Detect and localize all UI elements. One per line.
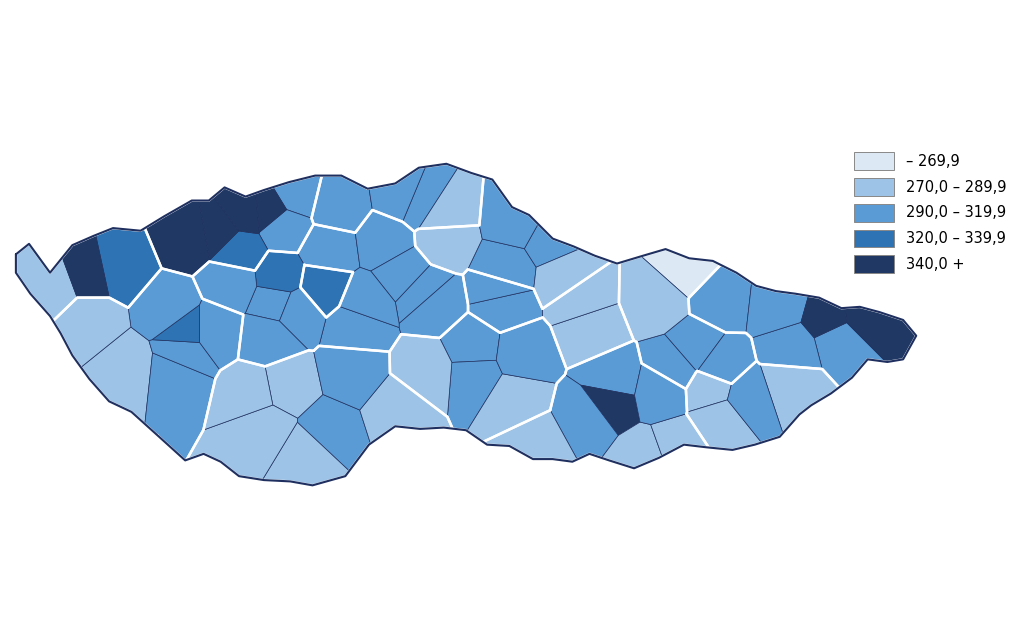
Polygon shape — [483, 410, 578, 462]
Polygon shape — [565, 340, 642, 395]
Polygon shape — [727, 361, 783, 443]
Polygon shape — [419, 168, 483, 229]
Polygon shape — [402, 164, 458, 232]
Polygon shape — [399, 273, 468, 338]
Polygon shape — [697, 333, 757, 384]
Polygon shape — [259, 210, 313, 253]
Polygon shape — [752, 322, 822, 369]
Polygon shape — [389, 335, 452, 417]
Polygon shape — [665, 314, 726, 371]
Polygon shape — [745, 283, 808, 338]
Polygon shape — [355, 210, 416, 271]
Polygon shape — [550, 375, 618, 459]
Polygon shape — [497, 317, 566, 384]
Polygon shape — [550, 303, 634, 369]
Polygon shape — [245, 286, 291, 321]
Polygon shape — [186, 405, 298, 480]
Polygon shape — [298, 224, 360, 272]
Polygon shape — [601, 422, 663, 468]
Polygon shape — [463, 270, 534, 305]
Polygon shape — [297, 394, 371, 471]
Polygon shape — [479, 177, 539, 249]
Polygon shape — [300, 265, 353, 317]
Polygon shape — [814, 322, 886, 387]
Polygon shape — [273, 176, 322, 218]
Polygon shape — [311, 176, 373, 233]
Polygon shape — [534, 249, 611, 308]
Polygon shape — [262, 422, 349, 485]
Polygon shape — [581, 385, 640, 436]
Polygon shape — [688, 265, 752, 333]
Polygon shape — [128, 268, 203, 341]
Polygon shape — [213, 188, 259, 234]
Legend: – 269,9, 270,0 – 289,9, 290,0 – 319,9, 320,0 – 339,9, 340,0 +: – 269,9, 270,0 – 289,9, 290,0 – 319,9, 3… — [847, 145, 1014, 280]
Polygon shape — [618, 256, 689, 342]
Polygon shape — [395, 265, 456, 324]
Polygon shape — [209, 231, 268, 271]
Polygon shape — [53, 298, 131, 368]
Polygon shape — [447, 360, 503, 431]
Polygon shape — [265, 350, 323, 418]
Polygon shape — [467, 374, 557, 442]
Polygon shape — [641, 249, 721, 298]
Polygon shape — [801, 296, 847, 338]
Polygon shape — [256, 187, 287, 232]
Polygon shape — [16, 244, 77, 321]
Polygon shape — [148, 340, 220, 379]
Polygon shape — [280, 287, 327, 351]
Polygon shape — [193, 261, 257, 315]
Polygon shape — [152, 305, 200, 343]
Polygon shape — [524, 224, 580, 267]
Polygon shape — [686, 371, 731, 412]
Polygon shape — [339, 267, 399, 328]
Polygon shape — [637, 334, 696, 389]
Polygon shape — [313, 346, 390, 410]
Polygon shape — [144, 200, 210, 277]
Polygon shape — [415, 225, 482, 275]
Polygon shape — [760, 364, 839, 433]
Polygon shape — [238, 314, 308, 366]
Polygon shape — [204, 359, 272, 430]
Polygon shape — [95, 228, 162, 308]
Polygon shape — [319, 307, 401, 352]
Polygon shape — [369, 167, 426, 222]
Polygon shape — [255, 251, 304, 292]
Polygon shape — [200, 299, 244, 370]
Polygon shape — [845, 307, 916, 362]
Polygon shape — [144, 353, 215, 460]
Polygon shape — [635, 363, 687, 425]
Polygon shape — [468, 239, 537, 289]
Polygon shape — [650, 414, 709, 456]
Polygon shape — [62, 235, 110, 298]
Polygon shape — [359, 373, 453, 443]
Polygon shape — [468, 290, 543, 333]
Polygon shape — [371, 246, 431, 302]
Polygon shape — [199, 197, 239, 260]
Polygon shape — [686, 400, 762, 450]
Polygon shape — [543, 261, 620, 326]
Polygon shape — [81, 327, 153, 424]
Polygon shape — [439, 312, 500, 363]
